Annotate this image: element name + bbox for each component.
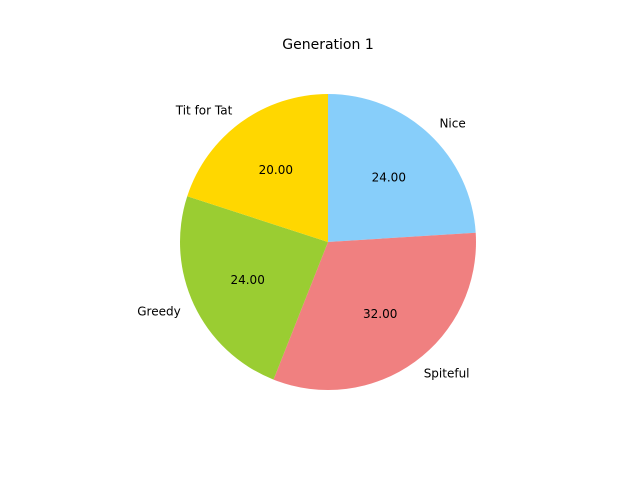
- slice-label-tit-for-tat: Tit for Tat: [175, 103, 233, 117]
- slice-label-greedy: Greedy: [137, 304, 180, 318]
- slice-value-nice: 24.00: [372, 170, 406, 184]
- slice-label-spiteful: Spiteful: [424, 367, 470, 381]
- pie-slice-tit-for-tat: [187, 94, 328, 242]
- pie-slice-nice: [328, 94, 476, 242]
- pie-labels: Nice 24.00 Spiteful 32.00 Greedy 24.00 Tit for…: [137, 103, 469, 380]
- pie-slice-greedy: [180, 196, 328, 380]
- slice-value-tit-for-tat: 20.00: [259, 163, 293, 177]
- slice-value-greedy: 24.00: [230, 273, 264, 287]
- slice-label-nice: Nice: [439, 116, 465, 130]
- slice-value-spiteful: 32.00: [363, 307, 397, 321]
- pie-slice-spiteful: [273, 232, 476, 391]
- chart-title: Generation 1: [282, 37, 373, 53]
- pie-slices: [180, 94, 476, 391]
